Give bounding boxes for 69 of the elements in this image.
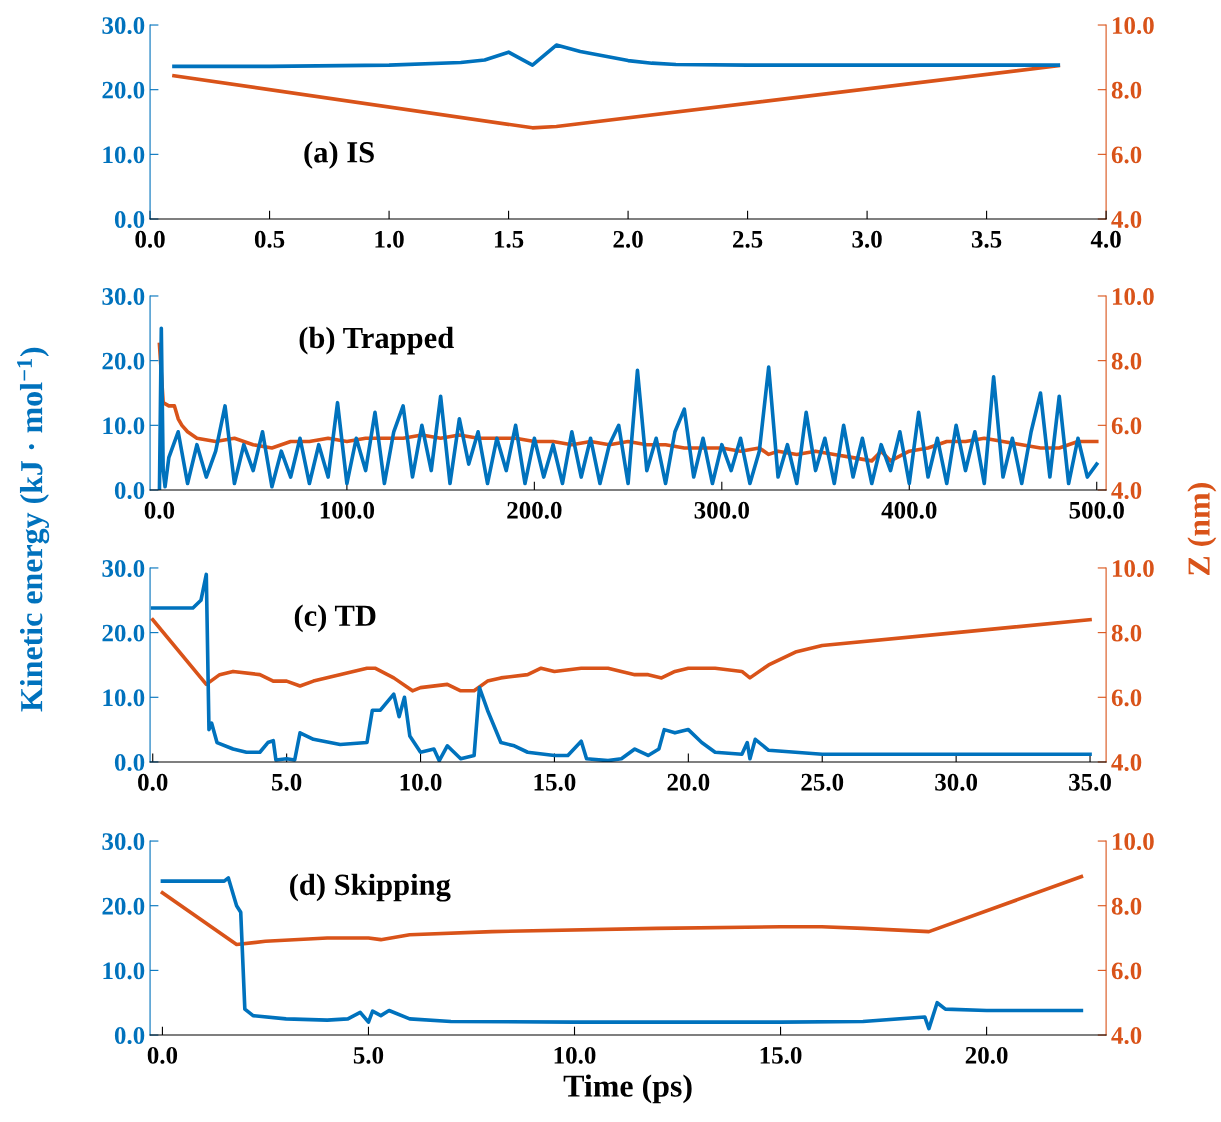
x-tick-label: 2.0 [613, 230, 643, 248]
annotation: (b) Trapped [299, 326, 454, 355]
x-tick-label: 200.0 [507, 501, 562, 519]
y-tick-label: 10.0 [103, 962, 145, 980]
y2-tick-label: 4.0 [1111, 211, 1142, 229]
x-tick-label: 0.0 [144, 501, 175, 519]
y2-tick-label: 6.0 [1111, 417, 1142, 435]
line-series [172, 43, 1061, 69]
y2-tick-label: 4.0 [1111, 1027, 1142, 1045]
y-tick-label: 10.0 [103, 146, 145, 164]
y-tick-label: 0.0 [114, 754, 145, 771]
y-tick-label: 0.0 [114, 482, 145, 500]
x-tick-label: 2.5 [733, 230, 763, 248]
x-tick-label: 15.0 [760, 1046, 802, 1064]
x-tick-label: 0.0 [147, 1046, 178, 1064]
x-tick-label: 5.0 [272, 773, 302, 791]
x-tick-label: 100.0 [320, 501, 375, 519]
y-tick-label: 20.0 [102, 81, 145, 99]
y-tick-label: 20.0 [102, 624, 145, 642]
y2-axis-title: Z (nm) [1187, 483, 1217, 576]
x-tick-label: 10.0 [554, 1046, 596, 1064]
y-tick-label: 30.0 [102, 17, 145, 35]
y2-tick-label: 10.0 [1112, 288, 1154, 306]
y-tick-label: 20.0 [102, 352, 145, 370]
x-tick-label: 0.0 [135, 230, 165, 248]
x-tick-label: 0.0 [138, 773, 168, 791]
y2-tick-label: 8.0 [1111, 352, 1142, 370]
x-tick-label: 15.0 [534, 773, 576, 791]
x-tick-label: 35.0 [1069, 773, 1111, 791]
y-tick-label: 30.0 [102, 833, 145, 851]
y-tick-label: 0.0 [114, 1027, 145, 1045]
y2-tick-label: 8.0 [1111, 897, 1142, 915]
annotation: (d) Skipping [290, 873, 451, 902]
y-tick-label: 0.0 [114, 211, 145, 229]
x-tick-label: 4.0 [1090, 230, 1121, 248]
y2-tick-label: 6.0 [1111, 962, 1142, 980]
y2-tick-label: 8.0 [1111, 624, 1142, 642]
y2-tick-label: 6.0 [1111, 146, 1142, 164]
y2-tick-label: 10.0 [1112, 17, 1154, 35]
annotation: (a) IS [304, 141, 374, 169]
y-tick-label: 30.0 [102, 288, 145, 306]
line-series [160, 874, 1084, 947]
x-tick-label: 20.0 [667, 773, 710, 791]
y-tick-label: 20.0 [102, 897, 145, 915]
x-tick-label: 500.0 [1069, 501, 1124, 519]
y2-tick-label: 6.0 [1111, 689, 1142, 707]
x-tick-label: 3.0 [852, 230, 882, 248]
y-tick-label: 10.0 [103, 417, 145, 435]
y2-tick-label: 8.0 [1111, 81, 1142, 99]
x-tick-label: 30.0 [935, 773, 978, 791]
x-tick-label: 300.0 [694, 501, 749, 519]
x-tick-label: 25.0 [801, 773, 844, 791]
y-axis-title: Kinetic energy (kJ · mol$^{−1}$) [17, 347, 50, 712]
y-tick-label: 30.0 [102, 560, 145, 577]
y2-tick-label: 10.0 [1112, 833, 1154, 851]
annotation: (c) TD [294, 604, 376, 633]
x-tick-label: 5.0 [353, 1046, 384, 1064]
x-tick-label: 400.0 [881, 501, 937, 519]
y2-tick-label: 4.0 [1111, 482, 1142, 500]
y-tick-label: 10.0 [103, 689, 145, 707]
y2-tick-label: 10.0 [1112, 560, 1154, 577]
y2-tick-label: 4.0 [1111, 754, 1142, 771]
x-tick-label: 10.0 [400, 773, 442, 791]
x-tick-label: 3.5 [971, 230, 1002, 248]
x-tick-label: 0.5 [254, 230, 285, 248]
x-tick-label: 20.0 [965, 1046, 1008, 1064]
x-tick-label: 1.5 [494, 230, 524, 248]
x-tick-label: 1.0 [375, 230, 404, 248]
x-axis-title: Time (ps) [563, 1074, 692, 1104]
